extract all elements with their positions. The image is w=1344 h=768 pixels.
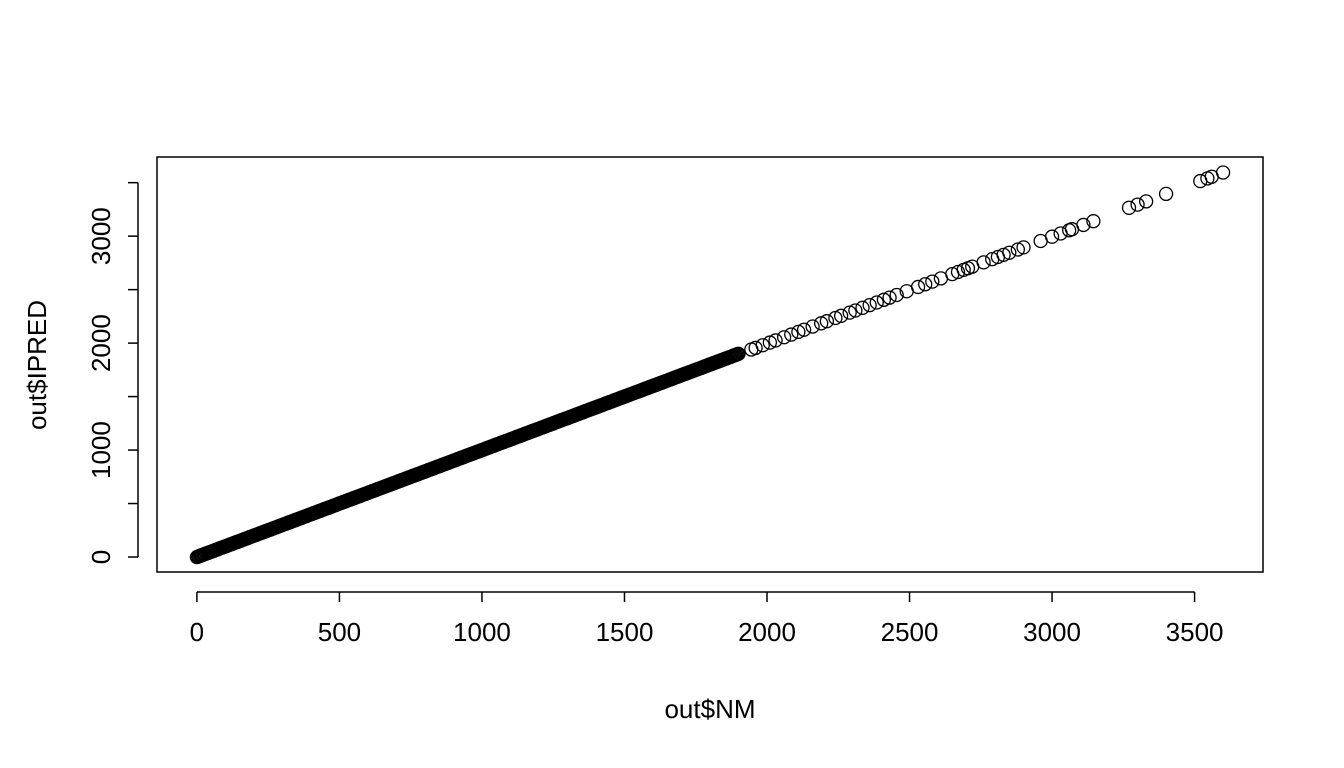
data-point bbox=[950, 264, 966, 280]
y-tick-label: 2000 bbox=[86, 314, 116, 372]
data-point bbox=[784, 327, 799, 342]
data-point bbox=[996, 247, 1011, 263]
data-point bbox=[1130, 197, 1145, 212]
data-point bbox=[762, 335, 778, 350]
x-tick-label: 500 bbox=[318, 617, 361, 647]
data-point bbox=[910, 279, 926, 295]
y-axis-title: out$IPRED bbox=[22, 300, 52, 430]
x-axis-title: out$NM bbox=[664, 694, 755, 724]
y-tick-label: 0 bbox=[86, 550, 116, 564]
data-point bbox=[1010, 242, 1026, 257]
data-point bbox=[828, 310, 843, 326]
data-point bbox=[833, 308, 849, 323]
data-point bbox=[1076, 217, 1091, 233]
x-tick-label: 2000 bbox=[738, 617, 796, 647]
data-point bbox=[1121, 200, 1137, 215]
data-point bbox=[842, 305, 857, 320]
data-point bbox=[768, 333, 783, 348]
data-points bbox=[189, 165, 1231, 565]
data-point bbox=[814, 316, 829, 331]
y-tick-label: 3000 bbox=[86, 207, 116, 265]
data-point bbox=[1002, 245, 1017, 260]
data-point bbox=[755, 338, 770, 353]
data-point bbox=[1086, 214, 1101, 229]
data-point bbox=[882, 290, 897, 305]
data-point bbox=[796, 322, 812, 337]
x-tick-label: 3000 bbox=[1023, 617, 1081, 647]
x-tick-label: 0 bbox=[190, 617, 204, 647]
data-point bbox=[791, 324, 806, 340]
x-tick-label: 3500 bbox=[1166, 617, 1224, 647]
data-point bbox=[976, 255, 991, 270]
data-point bbox=[889, 287, 904, 303]
plot-frame bbox=[156, 156, 1264, 573]
x-axis-ticks: 0 500 1000 1500 2000 2500 3000 3500 bbox=[190, 592, 1224, 647]
data-point bbox=[855, 300, 870, 315]
data-point bbox=[819, 314, 835, 329]
data-point bbox=[925, 274, 940, 289]
data-point bbox=[805, 319, 820, 334]
data-point bbox=[862, 297, 877, 313]
x-tick-label: 1500 bbox=[596, 617, 654, 647]
y-axis-ticks: 0 1000 2000 3000 bbox=[86, 181, 138, 564]
data-point bbox=[776, 330, 792, 345]
data-point bbox=[848, 303, 863, 318]
data-point bbox=[1215, 165, 1231, 180]
data-point bbox=[869, 295, 884, 310]
x-tick-label: 2500 bbox=[881, 617, 939, 647]
data-point bbox=[731, 346, 746, 361]
data-point bbox=[918, 277, 933, 292]
y-tick-label: 1000 bbox=[86, 421, 116, 479]
data-point bbox=[748, 340, 763, 356]
data-point bbox=[876, 292, 892, 307]
data-point bbox=[1016, 240, 1031, 255]
x-tick-label: 1000 bbox=[453, 617, 511, 647]
data-point bbox=[1138, 194, 1154, 209]
data-point bbox=[1158, 186, 1174, 202]
data-point bbox=[1044, 229, 1060, 244]
